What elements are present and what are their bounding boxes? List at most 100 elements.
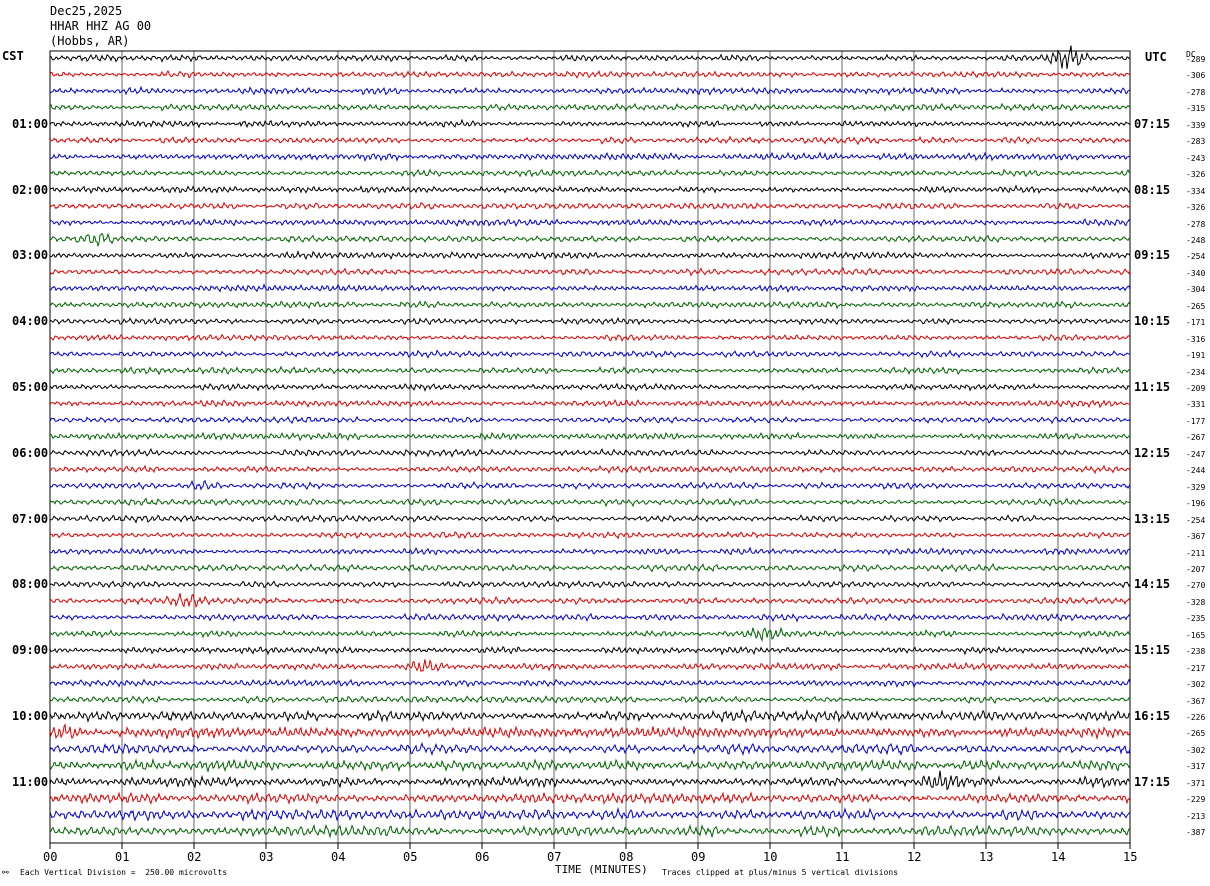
dc-offset: -211 — [1186, 548, 1206, 558]
trace-42 — [49, 741, 1131, 757]
timezone-left-label: CST — [2, 49, 24, 63]
dc-offset: -334 — [1186, 186, 1206, 196]
trace-28 — [49, 514, 1131, 524]
dc-offset: -165 — [1186, 630, 1206, 640]
dc-offset: -317 — [1186, 762, 1206, 772]
dc-offset: -234 — [1186, 367, 1206, 377]
trace-35 — [49, 626, 1131, 643]
right-hour-label: 17:15 — [1134, 774, 1171, 789]
x-tick-label: 13 — [979, 850, 994, 864]
trace-7 — [49, 168, 1131, 178]
left-hour-label: 08:00 — [12, 577, 49, 592]
dc-offset: -270 — [1186, 581, 1206, 591]
plot-frame — [49, 50, 1131, 844]
dc-offset: -235 — [1186, 614, 1206, 624]
dc-offset: -244 — [1186, 466, 1206, 476]
dc-offset: -213 — [1186, 811, 1206, 821]
right-hour-label: 10:15 — [1134, 314, 1171, 329]
trace-23 — [49, 431, 1131, 442]
trace-43 — [49, 757, 1131, 774]
trace-45 — [49, 791, 1131, 806]
dc-offset: -207 — [1186, 564, 1206, 574]
left-hour-label: 03:00 — [12, 248, 49, 263]
footer-mark: ⚯ — [2, 868, 9, 877]
trace-0 — [49, 45, 1131, 69]
trace-18 — [49, 349, 1131, 359]
trace-20 — [49, 382, 1131, 392]
trace-11 — [49, 232, 1131, 248]
dc-offset: -265 — [1186, 729, 1206, 739]
trace-4 — [49, 118, 1131, 129]
x-tick-label: 05 — [403, 850, 418, 864]
trace-34 — [49, 612, 1131, 623]
right-hour-label: 07:15 — [1134, 116, 1171, 131]
trace-21 — [49, 398, 1131, 409]
trace-44 — [49, 770, 1131, 791]
right-hour-label: 11:15 — [1134, 380, 1171, 394]
trace-1 — [49, 70, 1131, 79]
x-tick-label: 11 — [835, 850, 850, 864]
x-tick-label: 06 — [475, 850, 490, 864]
scale-note: Each Vertical Division = 250.00 microvol… — [20, 868, 228, 877]
trace-39 — [49, 695, 1131, 705]
dc-offset: -254 — [1186, 515, 1206, 525]
trace-13 — [49, 266, 1131, 277]
trace-14 — [49, 283, 1131, 294]
trace-38 — [49, 678, 1131, 689]
dc-offset: -302 — [1186, 680, 1206, 690]
trace-47 — [49, 823, 1131, 839]
dc-offset: -247 — [1186, 449, 1206, 459]
trace-19 — [49, 365, 1131, 376]
dc-offset: -229 — [1186, 795, 1206, 805]
dc-offset: -340 — [1186, 268, 1206, 278]
dc-offset: -367 — [1186, 532, 1206, 542]
dc-offset: -316 — [1186, 334, 1206, 344]
x-tick-label: 08 — [619, 850, 634, 864]
right-hour-label: 14:15 — [1134, 577, 1171, 592]
dc-offset: -331 — [1186, 400, 1206, 410]
right-hour-label: 16:15 — [1134, 709, 1171, 723]
dc-offset: -243 — [1186, 153, 1206, 163]
left-hour-label: 07:00 — [12, 511, 49, 526]
x-tick-label: 10 — [763, 850, 778, 864]
left-hour-label: 10:00 — [12, 709, 49, 723]
trace-8 — [49, 184, 1131, 195]
dc-label: DC — [1186, 50, 1196, 59]
left-hour-label: 02:00 — [12, 182, 49, 197]
header-date: Dec25,2025 — [50, 4, 123, 18]
trace-16 — [49, 316, 1131, 326]
dc-offset: -217 — [1186, 663, 1206, 673]
x-tick-label: 09 — [691, 850, 706, 864]
trace-37 — [49, 659, 1131, 673]
trace-41 — [49, 722, 1131, 741]
header-station: HHAR HHZ AG 00 — [50, 19, 152, 33]
dc-offset: -371 — [1186, 778, 1206, 788]
trace-2 — [49, 85, 1131, 96]
x-tick-label: 14 — [1051, 850, 1066, 864]
x-axis-title: TIME (MINUTES) — [555, 863, 648, 876]
x-tick-label: 07 — [547, 850, 562, 864]
trace-22 — [49, 415, 1131, 425]
dc-offset: -254 — [1186, 252, 1206, 262]
trace-27 — [49, 497, 1131, 508]
dc-offset: -267 — [1186, 433, 1206, 443]
dc-offset: -367 — [1186, 696, 1206, 706]
dc-offset: -177 — [1186, 416, 1206, 426]
right-hour-label: 13:15 — [1134, 511, 1171, 526]
dc-offset: -191 — [1186, 351, 1206, 361]
dc-offset: -248 — [1186, 235, 1206, 245]
dc-offset: -278 — [1186, 87, 1206, 97]
x-tick-label: 15 — [1123, 850, 1138, 864]
trace-17 — [49, 333, 1131, 342]
trace-5 — [49, 135, 1131, 146]
left-hour-label: 09:00 — [12, 643, 49, 658]
trace-32 — [49, 579, 1131, 589]
trace-29 — [49, 530, 1131, 540]
trace-12 — [49, 249, 1131, 261]
dc-offset: -265 — [1186, 301, 1206, 311]
dc-offset: -304 — [1186, 285, 1206, 295]
header-location: (Hobbs, AR) — [50, 34, 130, 48]
dc-offset: -226 — [1186, 713, 1206, 722]
trace-30 — [49, 546, 1131, 556]
dc-offset: -306 — [1186, 71, 1206, 81]
